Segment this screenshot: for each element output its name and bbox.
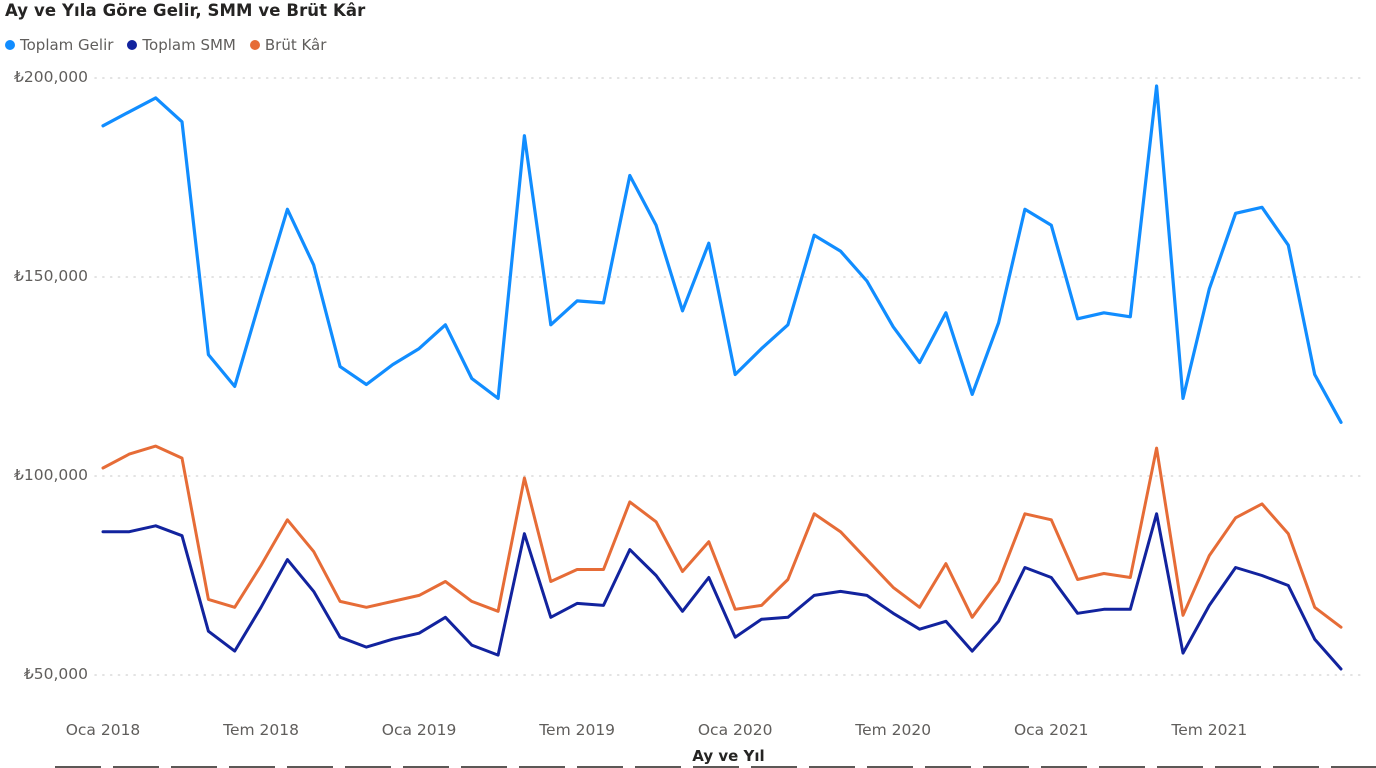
x-axis-tick-label: Oca 2019 [382,721,457,739]
y-axis-tick-label: ₺150,000 [14,267,88,285]
legend-item-label: Toplam SMM [142,36,236,54]
x-axis-tick-label: Tem 2020 [854,721,931,739]
x-axis-tick-label: Tem 2021 [1170,721,1247,739]
series-line-toplam-smm[interactable] [101,512,1343,671]
y-axis-tick-label: ₺200,000 [14,68,88,86]
legend-item-brut-kar[interactable]: Brüt Kâr [249,36,327,54]
legend-dot-icon [249,40,260,50]
y-axis-tick-label: ₺50,000 [24,665,88,683]
series-line-brüt-kâr[interactable] [101,444,1343,629]
x-axis-tick-label: Tem 2018 [222,721,299,739]
cropped-content-edge [55,766,1376,768]
x-axis-tick-label: Oca 2020 [698,721,773,739]
legend-dot-icon [5,40,15,50]
chart-title: Ay ve Yıla Göre Gelir, SMM ve Brüt Kâr [5,1,366,20]
x-axis-tick-label: Oca 2018 [66,721,141,739]
y-axis-tick-label: ₺100,000 [14,466,88,484]
chart-legend: Toplam Gelir Toplam SMM Brüt Kâr [5,36,326,54]
x-axis-tick-label: Oca 2021 [1014,721,1089,739]
legend-item-label: Brüt Kâr [264,36,327,54]
x-axis-tick-label: Tem 2019 [538,721,615,739]
x-axis-title: Ay ve Yıl [692,747,764,765]
legend-item-toplam-gelir[interactable]: Toplam Gelir [5,36,113,54]
legend-item-toplam-smm[interactable]: Toplam SMM [127,36,236,54]
legend-dot-icon [127,40,138,50]
legend-item-label: Toplam Gelir [20,36,114,54]
series-line-toplam-gelir[interactable] [101,84,1343,424]
